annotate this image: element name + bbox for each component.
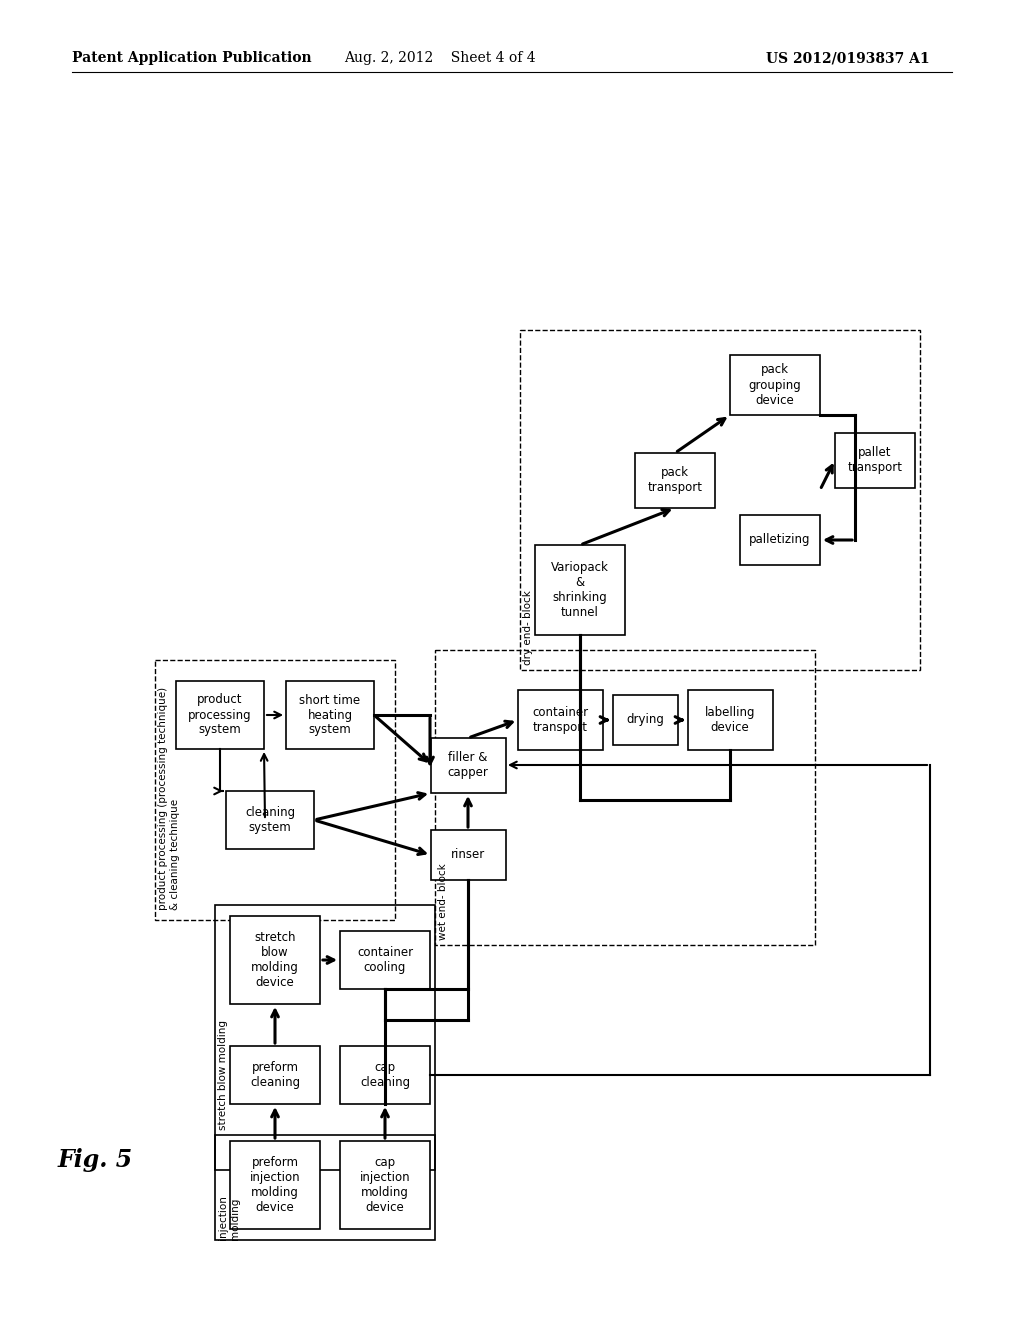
Text: Variopack
&
shrinking
tunnel: Variopack & shrinking tunnel (551, 561, 609, 619)
Text: preform
injection
molding
device: preform injection molding device (250, 1156, 300, 1214)
Bar (430, 738, 506, 792)
Text: container
transport: container transport (531, 706, 588, 734)
Bar (230, 1140, 319, 1229)
Bar (215, 1135, 435, 1239)
Bar (535, 545, 625, 635)
Bar (687, 690, 772, 750)
Text: labelling
device: labelling device (705, 706, 756, 734)
Text: cap
cleaning: cap cleaning (360, 1061, 410, 1089)
Text: Fig. 5: Fig. 5 (57, 1148, 133, 1172)
Text: rinser: rinser (451, 849, 485, 862)
Text: dry end- block: dry end- block (523, 590, 534, 665)
Bar (340, 1140, 430, 1229)
Text: Aug. 2, 2012    Sheet 4 of 4: Aug. 2, 2012 Sheet 4 of 4 (344, 51, 536, 65)
Bar (176, 681, 264, 748)
Bar (230, 1045, 319, 1104)
Bar (286, 681, 374, 748)
Bar (340, 1045, 430, 1104)
Bar (226, 791, 314, 849)
Bar (730, 355, 820, 414)
Bar (155, 660, 395, 920)
Text: pack
grouping
device: pack grouping device (749, 363, 802, 407)
Text: cleaning
system: cleaning system (245, 807, 295, 834)
Text: short time
heating
system: short time heating system (299, 693, 360, 737)
Text: product processing (processing technique)
& cleaning technique: product processing (processing technique… (158, 686, 179, 909)
Bar (430, 830, 506, 880)
Text: stretch
blow
molding
device: stretch blow molding device (251, 931, 299, 989)
Text: product
processing
system: product processing system (188, 693, 252, 737)
Text: Patent Application Publication: Patent Application Publication (72, 51, 311, 65)
Text: filler &
capper: filler & capper (447, 751, 488, 779)
Bar (740, 515, 820, 565)
Text: US 2012/0193837 A1: US 2012/0193837 A1 (766, 51, 930, 65)
Text: injection
molding: injection molding (218, 1195, 240, 1239)
Bar (520, 330, 920, 671)
Bar (612, 696, 678, 744)
Text: cap
injection
molding
device: cap injection molding device (359, 1156, 411, 1214)
Text: pallet
transport: pallet transport (848, 446, 902, 474)
Text: drying: drying (626, 714, 664, 726)
Bar (215, 906, 435, 1170)
Bar (835, 433, 915, 487)
Text: container
cooling: container cooling (357, 946, 413, 974)
Text: preform
cleaning: preform cleaning (250, 1061, 300, 1089)
Text: palletizing: palletizing (750, 533, 811, 546)
Text: wet end- block: wet end- block (438, 863, 449, 940)
Bar (517, 690, 602, 750)
Bar (340, 931, 430, 989)
Bar (230, 916, 319, 1005)
Text: pack
transport: pack transport (647, 466, 702, 494)
Bar (635, 453, 715, 507)
Bar (435, 649, 815, 945)
Text: stretch blow molding: stretch blow molding (218, 1020, 228, 1130)
